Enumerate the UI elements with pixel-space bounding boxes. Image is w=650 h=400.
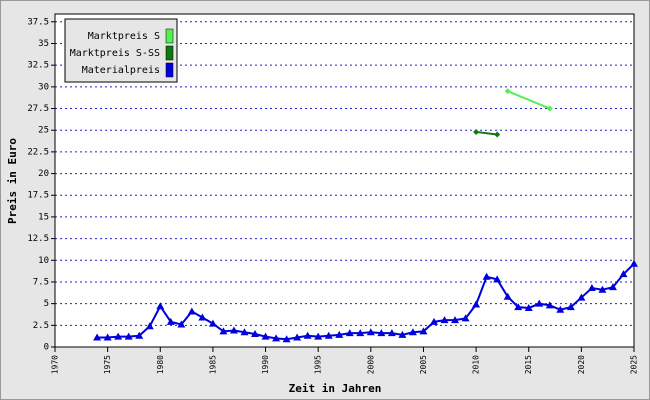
y-tick-label: 25 (38, 126, 49, 136)
marker (377, 329, 386, 337)
y-tick-label: 27.5 (27, 104, 49, 114)
marker (303, 331, 312, 339)
marker (272, 334, 281, 342)
x-tick-label: 2005 (419, 355, 428, 374)
y-axis-title: Preis in Euro (6, 138, 19, 224)
marker (198, 313, 207, 321)
marker (166, 317, 175, 325)
marker (208, 319, 217, 327)
y-tick-label: 7.5 (33, 277, 49, 287)
marker (608, 283, 617, 291)
marker (503, 292, 512, 300)
marker (598, 285, 607, 293)
marker (566, 303, 575, 311)
marker (282, 335, 291, 343)
marker (408, 328, 417, 336)
x-tick-label: 1995 (314, 355, 323, 374)
marker (482, 272, 491, 280)
legend-swatch (165, 62, 174, 78)
y-tick-label: 10 (38, 256, 49, 266)
marker (324, 331, 333, 339)
marker (472, 300, 481, 308)
marker (387, 329, 396, 337)
marker (366, 328, 375, 336)
marker (251, 329, 260, 337)
marker (429, 317, 438, 325)
marker (545, 301, 554, 309)
legend: Marktpreis S Marktpreis S-SS Materialpreis (64, 18, 178, 83)
marker (577, 293, 586, 301)
x-tick-label: 2010 (472, 355, 481, 374)
marker (473, 128, 480, 135)
y-tick-label: 15 (38, 212, 49, 222)
x-tick-label: 2000 (366, 355, 375, 374)
marker (335, 330, 344, 338)
marker (156, 302, 165, 310)
marker (524, 303, 533, 311)
x-tick-label: 2025 (630, 355, 639, 374)
y-tick-label: 30 (38, 82, 49, 92)
marker (293, 333, 302, 341)
marker (261, 332, 270, 340)
x-tick-label: 1970 (51, 355, 60, 374)
y-tick-label: 17.5 (27, 191, 49, 201)
legend-label: Marktpreis S (88, 31, 160, 42)
x-axis-title: Zeit in Jahren (289, 382, 382, 395)
marker (461, 314, 470, 322)
marker (314, 332, 323, 340)
marker (114, 332, 123, 340)
x-tick-label: 1985 (208, 355, 217, 374)
y-tick-label: 32.5 (27, 61, 49, 71)
marker (240, 328, 249, 336)
marker (493, 275, 502, 283)
series-line (97, 263, 635, 341)
legend-swatch (165, 28, 174, 44)
marker (535, 299, 544, 307)
marker (93, 333, 102, 341)
legend-box (64, 18, 178, 83)
y-tick-label: 12.5 (27, 234, 49, 244)
legend-label: Materialpreis (82, 65, 160, 76)
marker (556, 305, 565, 313)
marker (419, 327, 428, 335)
x-tick-label: 1990 (261, 355, 270, 374)
marker (504, 88, 511, 95)
marker (451, 316, 460, 324)
marker (345, 329, 354, 337)
y-tick-label: 2.5 (33, 321, 49, 331)
marker (546, 105, 553, 112)
marker (440, 316, 449, 324)
plot-frame (54, 13, 635, 348)
legend-label: Marktpreis S-SS (70, 48, 160, 59)
series-line (507, 90, 551, 110)
marker (356, 329, 365, 337)
x-tick-label: 2020 (577, 355, 586, 374)
marker (229, 326, 238, 334)
y-tick-label: 35 (38, 39, 49, 49)
y-tick-label: 0 (44, 343, 49, 353)
marker (398, 330, 407, 338)
legend-swatch (165, 45, 174, 61)
marker (103, 333, 112, 341)
marker (177, 320, 186, 328)
marker (514, 303, 523, 311)
marker (619, 270, 628, 278)
series-line (475, 130, 498, 136)
marker (587, 284, 596, 292)
y-tick-label: 5 (44, 299, 49, 309)
marker (124, 332, 133, 340)
x-tick-label: 1975 (103, 355, 112, 374)
y-tick-label: 20 (38, 169, 49, 179)
marker (135, 331, 144, 339)
y-tick-label: 37.5 (27, 17, 49, 27)
marker (145, 322, 154, 330)
marker (187, 307, 196, 315)
marker (219, 327, 228, 335)
x-tick-label: 1980 (156, 355, 165, 374)
marker (494, 131, 501, 138)
marker (630, 259, 638, 267)
y-tick-label: 22.5 (27, 147, 49, 157)
x-tick-label: 2015 (524, 355, 533, 374)
